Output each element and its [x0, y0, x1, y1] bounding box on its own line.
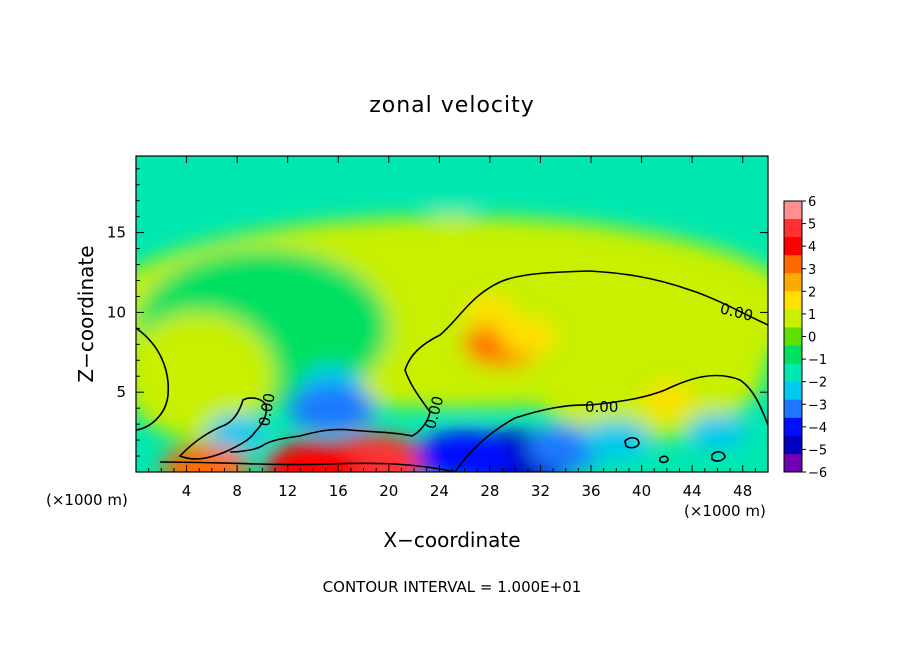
colorbar-swatch	[784, 201, 802, 220]
contour-line-ring-2	[711, 451, 726, 462]
x-tick-label: 44	[683, 482, 702, 500]
x-unit-label-right: (×1000 m)	[684, 502, 766, 520]
colorbar-swatch	[784, 309, 802, 328]
zero-contours	[136, 270, 768, 472]
field-blob	[581, 420, 651, 461]
contour-line-lower	[454, 374, 768, 472]
colorbar-swatch	[784, 237, 802, 256]
contour-labels: 0.00 0.00 0.00 0.00	[255, 299, 755, 431]
x-tick-label: 8	[232, 482, 242, 500]
colorbar-swatch	[784, 381, 802, 401]
colorbar-swatch	[784, 219, 802, 238]
x-axis-label: X−coordinate	[383, 528, 520, 552]
field-blob	[687, 414, 748, 451]
contour-label: 0.00	[255, 392, 279, 428]
colorbar: 6 5 4 3 2 1 0 −1 −2 −3 −4 −5 −6	[783, 195, 827, 481]
contour-interval-footer: CONTOUR INTERVAL = 1.000E+01	[323, 578, 582, 596]
contour-line-floor	[159, 461, 456, 472]
colorbar-label: 3	[808, 263, 816, 278]
x-tick-label: 28	[480, 482, 499, 500]
x-tick-label: 16	[329, 482, 348, 500]
chart-title: zonal velocity	[369, 93, 535, 118]
field-blob	[416, 430, 513, 472]
colorbar-label: −4	[808, 421, 827, 436]
field-blob	[641, 384, 693, 417]
plot-area: 0.00 0.00 0.00 0.00	[135, 155, 769, 473]
colorbar-swatch	[784, 327, 802, 347]
x-tick-label: 40	[632, 482, 651, 500]
colorbar-swatch	[784, 255, 802, 274]
y-axis-label: Z−coordinate	[74, 245, 98, 382]
field-blob	[497, 318, 558, 355]
x-tick-label: 24	[430, 482, 449, 500]
x-axis: 4 8 12 16 20 24 28 32 36 40 44 48	[148, 156, 756, 500]
field-blob	[207, 414, 268, 451]
contour-label: 0.00	[585, 398, 618, 416]
colorbar-label: 2	[808, 285, 816, 300]
colorbar-label: 1	[808, 308, 816, 323]
colorbar-swatch	[784, 453, 802, 473]
x-tick-label: 48	[733, 482, 752, 500]
field-background-blob	[515, 280, 768, 441]
contour-line-left	[136, 327, 170, 431]
velocity-field	[136, 184, 768, 472]
y-tick-label: 15	[107, 224, 126, 242]
field-blob	[152, 386, 195, 415]
colorbar-swatch	[784, 435, 802, 455]
field-blob	[245, 268, 279, 293]
colorbar-label: −6	[808, 466, 827, 481]
contour-line-small-left	[178, 397, 268, 460]
colorbar-label: 6	[808, 195, 816, 210]
x-unit-label-left: (×1000 m)	[46, 491, 128, 509]
field-blob	[426, 184, 478, 217]
colorbar-label: −1	[808, 353, 827, 368]
colorbar-label: −3	[808, 398, 827, 413]
contour-line-ring-1	[624, 437, 640, 449]
x-tick-label: 4	[182, 482, 192, 500]
colorbar-swatch	[784, 291, 802, 310]
field-blob	[464, 296, 516, 329]
colorbar-label: 4	[808, 240, 816, 255]
colorbar-label: 5	[808, 218, 816, 233]
y-tick-label: 10	[107, 303, 126, 321]
x-tick-label: 32	[531, 482, 550, 500]
y-tick-label: 5	[116, 383, 126, 401]
x-tick-label: 12	[278, 482, 297, 500]
contour-line-ring-3	[659, 455, 669, 464]
y-axis: 5 10 15	[107, 168, 768, 457]
colorbar-swatch	[784, 273, 802, 292]
colorbar-swatch	[784, 345, 802, 365]
colorbar-swatch	[784, 363, 802, 383]
colorbar-swatch	[784, 399, 802, 419]
colorbar-label: 0	[808, 331, 816, 346]
colorbar-label: −5	[808, 443, 827, 458]
colorbar-swatch	[784, 417, 802, 437]
x-tick-label: 36	[581, 482, 600, 500]
field-blob	[288, 384, 376, 433]
colorbar-label: −2	[808, 376, 827, 391]
x-tick-label: 20	[379, 482, 398, 500]
contour-line-main	[229, 270, 768, 453]
